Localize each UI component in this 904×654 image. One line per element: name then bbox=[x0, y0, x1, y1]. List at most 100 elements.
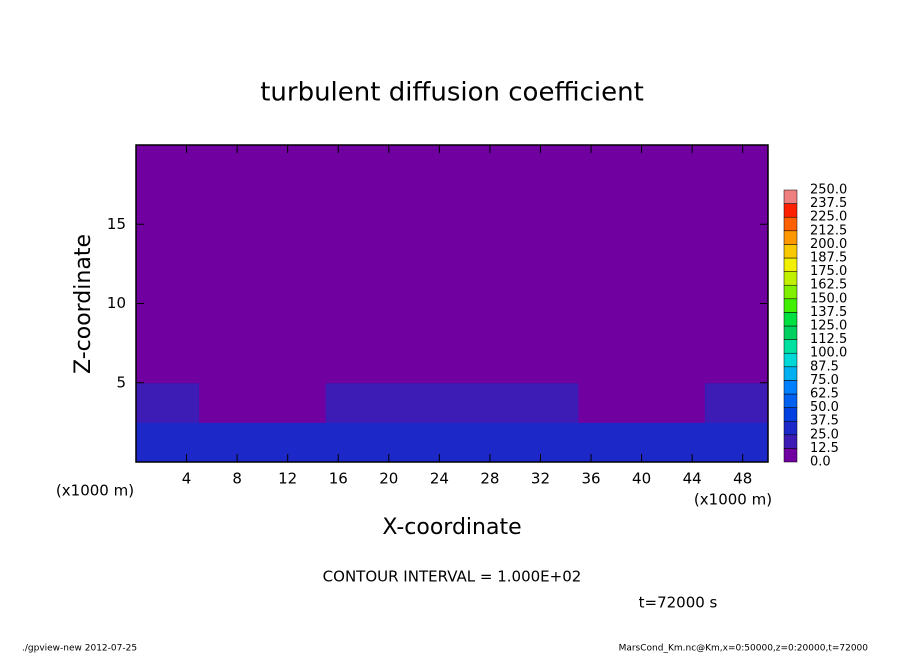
colorbar-label: 112.5 bbox=[810, 332, 847, 347]
colorbar-label: 137.5 bbox=[810, 305, 847, 320]
cell bbox=[325, 145, 390, 186]
colorbar-box bbox=[783, 339, 798, 354]
y-tick-label: 15 bbox=[107, 215, 126, 233]
cell bbox=[388, 263, 453, 304]
colorbar-label: 162.5 bbox=[810, 278, 847, 293]
cell bbox=[199, 184, 263, 225]
x-unit: (x1000 m) bbox=[694, 491, 772, 509]
colorbar-label: 150.0 bbox=[810, 291, 847, 306]
colorbar-box bbox=[783, 244, 798, 259]
y-unit: (x1000 m) bbox=[56, 482, 134, 500]
colorbar-box bbox=[783, 216, 798, 232]
cell bbox=[199, 303, 263, 344]
colorbar-label: 187.5 bbox=[810, 251, 847, 266]
x-tick-label: 16 bbox=[329, 470, 348, 488]
colorbar-label: 12.5 bbox=[810, 441, 839, 456]
cell bbox=[641, 184, 706, 225]
cell bbox=[515, 303, 579, 344]
colorbar-label: 0.0 bbox=[810, 455, 831, 470]
cell bbox=[262, 184, 327, 225]
cell bbox=[262, 145, 327, 186]
cell bbox=[704, 224, 769, 265]
colorbar-label: 50.0 bbox=[810, 400, 839, 415]
colorbar-box bbox=[783, 393, 798, 408]
colorbar-label: 237.5 bbox=[810, 196, 847, 211]
cell bbox=[515, 224, 579, 265]
x-tick-label: 44 bbox=[683, 470, 702, 488]
x-tick-label: 28 bbox=[480, 470, 499, 488]
footer: MarsCond_Km.nc@Km,x=0:50000,z=0:20000,t=… bbox=[619, 644, 869, 654]
y-axis-label: Z-coordinate bbox=[71, 234, 96, 374]
cell bbox=[388, 422, 453, 463]
colorbar-box bbox=[783, 434, 798, 449]
colorbar-box bbox=[783, 366, 798, 381]
cell bbox=[578, 263, 643, 304]
cell bbox=[136, 343, 200, 384]
cell bbox=[388, 184, 453, 225]
cell bbox=[452, 303, 516, 344]
cell bbox=[641, 422, 706, 463]
x-tick-label: 8 bbox=[232, 470, 242, 488]
cell bbox=[262, 422, 327, 463]
cell bbox=[452, 145, 516, 186]
cell bbox=[641, 382, 706, 423]
cell bbox=[578, 184, 643, 225]
colorbar-label: 87.5 bbox=[810, 359, 839, 374]
cell bbox=[578, 303, 643, 344]
cell bbox=[515, 263, 579, 304]
cell bbox=[515, 382, 579, 423]
cell bbox=[199, 224, 263, 265]
chart-title: turbulent diffusion coefficient bbox=[260, 78, 644, 108]
cell bbox=[388, 343, 453, 384]
colorbar-box bbox=[783, 352, 798, 368]
colorbar-label: 100.0 bbox=[810, 346, 847, 361]
colorbar-box bbox=[783, 230, 798, 245]
colorbar-box bbox=[783, 325, 798, 340]
cell bbox=[641, 224, 706, 265]
cell bbox=[578, 145, 643, 186]
cell bbox=[578, 382, 643, 423]
cell bbox=[262, 343, 327, 384]
x-axis-label: X-coordinate bbox=[382, 515, 521, 540]
x-tick-label: 4 bbox=[182, 470, 192, 488]
x-tick-label: 24 bbox=[430, 470, 449, 488]
cell bbox=[388, 303, 453, 344]
colorbar-label: 25.0 bbox=[810, 427, 839, 442]
cell bbox=[136, 145, 200, 186]
cell bbox=[515, 422, 579, 463]
cell bbox=[388, 145, 453, 186]
cell bbox=[704, 343, 769, 384]
cell bbox=[452, 382, 516, 423]
x-tick-label: 20 bbox=[379, 470, 398, 488]
annotation: CONTOUR INTERVAL = 1.000E+02 bbox=[323, 568, 582, 586]
cell bbox=[136, 303, 200, 344]
cell bbox=[578, 343, 643, 384]
colorbar-box bbox=[783, 257, 798, 272]
colorbar-label: 62.5 bbox=[810, 387, 839, 402]
cell bbox=[262, 382, 327, 423]
cell bbox=[452, 422, 516, 463]
cell bbox=[452, 263, 516, 304]
colorbar-box bbox=[783, 448, 798, 463]
cell bbox=[452, 184, 516, 225]
cell bbox=[704, 382, 769, 423]
cell bbox=[136, 382, 200, 423]
colorbar-box bbox=[783, 407, 798, 422]
colorbar-label: 37.5 bbox=[810, 414, 839, 429]
colorbar-label: 75.0 bbox=[810, 373, 839, 388]
colorbar-box bbox=[783, 189, 798, 204]
cell bbox=[325, 303, 390, 344]
cell bbox=[452, 343, 516, 384]
cell bbox=[704, 263, 769, 304]
cell bbox=[388, 224, 453, 265]
cell bbox=[199, 145, 263, 186]
colorbar-box bbox=[783, 312, 798, 327]
colorbar-box bbox=[783, 420, 798, 436]
colorbar-box bbox=[783, 380, 798, 395]
cell bbox=[641, 343, 706, 384]
cell bbox=[325, 224, 390, 265]
colorbar-label: 175.0 bbox=[810, 264, 847, 279]
footer: ./gpview-new 2012-07-25 bbox=[22, 644, 137, 654]
cell bbox=[388, 382, 453, 423]
